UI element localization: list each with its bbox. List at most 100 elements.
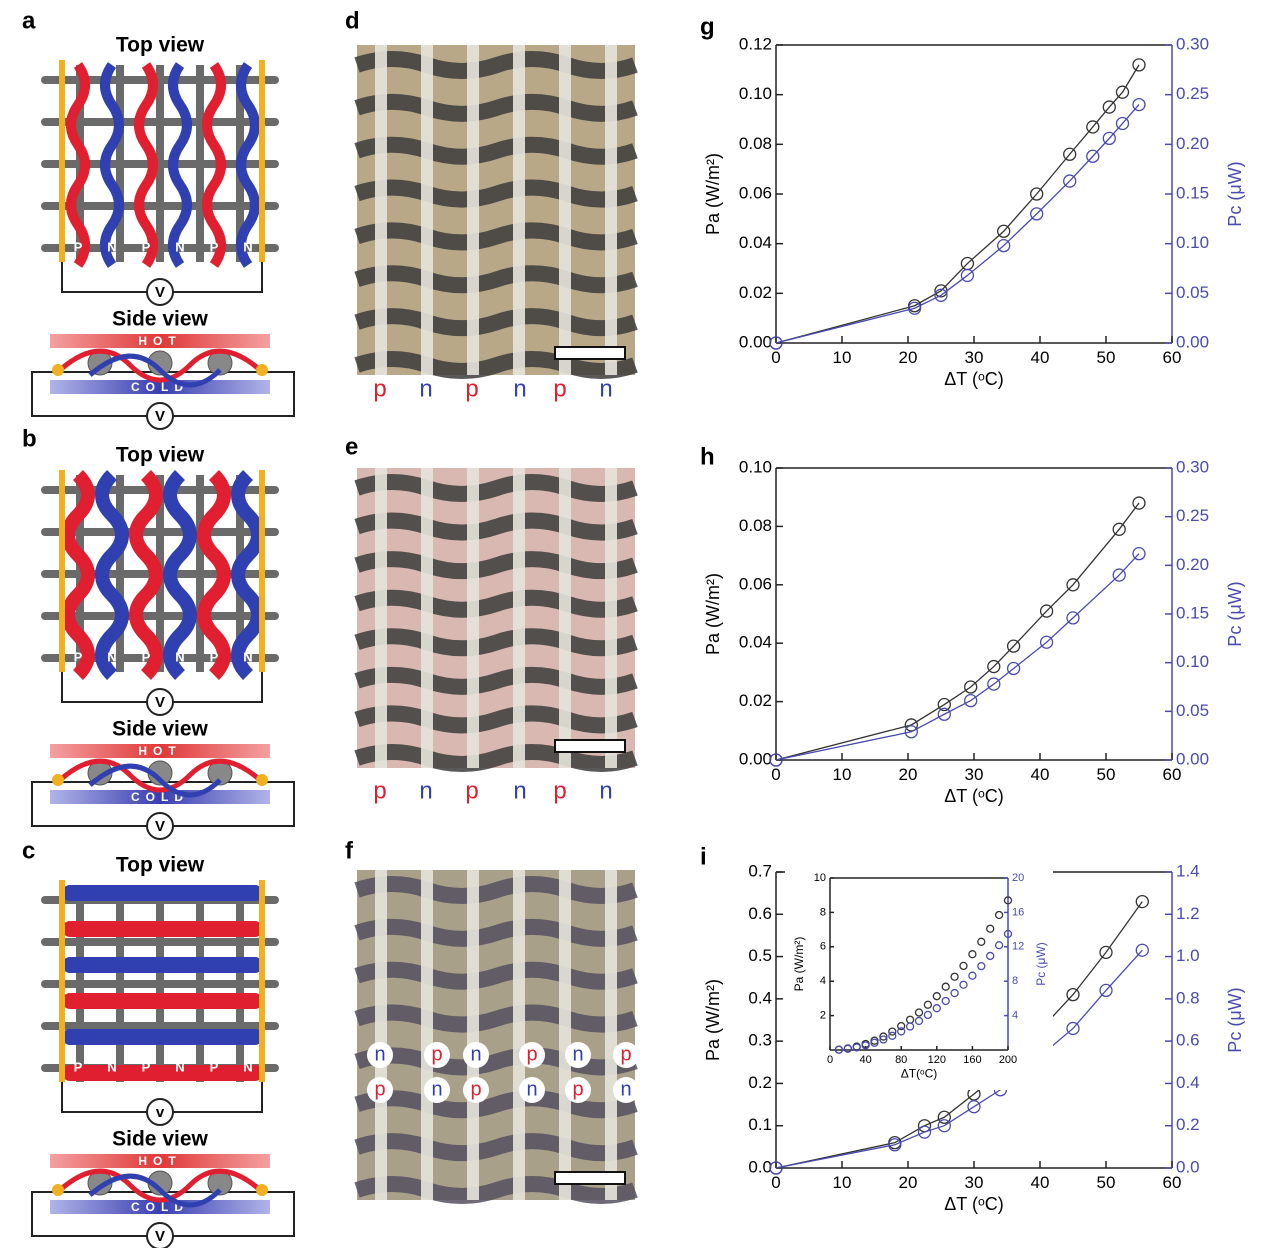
fit-line (776, 554, 1139, 760)
contact (256, 364, 268, 376)
y-axis-label: Pa (W/m²) (703, 979, 723, 1061)
top-view-title: Top view (116, 854, 205, 877)
voltmeter-label: v (156, 1104, 165, 1121)
y-tick-label: 0.04 (739, 233, 772, 252)
pn-label: N (175, 649, 184, 664)
pn-label: n (513, 375, 526, 402)
pn-label: P (142, 1059, 151, 1074)
y2-tick-label: 0.8 (1176, 988, 1200, 1007)
voltmeter-label: V (155, 694, 165, 711)
x-tick-label: 40 (1031, 765, 1050, 784)
pn-label: p (526, 1043, 537, 1065)
page: abcdefghiTop viewPNPNPNVSide viewHOTCOLD… (0, 0, 1263, 1248)
x-tick-label: 50 (1097, 1173, 1116, 1192)
pn-label: p (572, 1078, 583, 1100)
pn-label: p (431, 1043, 442, 1065)
pn-label: P (74, 1059, 83, 1074)
x-tick-label: 40 (1031, 1173, 1050, 1192)
y2-tick-label: 0.6 (1176, 1031, 1200, 1050)
photo-thread (605, 870, 617, 1200)
y2-tick-label: 0.0 (1176, 1157, 1200, 1176)
figure: abcdefghiTop viewPNPNPNVSide viewHOTCOLD… (0, 0, 1263, 1248)
y2-tick-label: 0.20 (1176, 134, 1209, 153)
y2-axis-label: Pc (μW) (1034, 942, 1048, 986)
voltmeter-label: V (155, 818, 165, 835)
x-tick-label: 50 (1097, 765, 1116, 784)
pn-label: P (74, 649, 83, 664)
pn-label: n (526, 1078, 537, 1100)
panel-label: f (345, 837, 354, 864)
panel-label: c (22, 837, 35, 864)
panel-label: h (700, 443, 715, 470)
photo-thread (513, 870, 525, 1200)
y-tick-label: 0.00 (739, 749, 772, 768)
pn-label: n (431, 1078, 442, 1100)
x-tick-label: 40 (859, 1054, 871, 1066)
x-tick-label: 30 (965, 1173, 984, 1192)
x-tick-label: 0 (771, 1173, 780, 1192)
y-tick-label: 0.12 (739, 34, 772, 53)
x-tick-label: 0 (827, 1054, 833, 1066)
voltmeter-label: V (155, 408, 165, 425)
photo-thread (421, 468, 433, 768)
y-tick-label: 0.04 (739, 633, 772, 652)
y-tick-label: 0.1 (748, 1115, 772, 1134)
y-tick-label: 0.2 (748, 1073, 772, 1092)
y2-tick-label: 0.30 (1176, 457, 1209, 476)
x-tick-label: 10 (833, 348, 852, 367)
y2-tick-label: 0.25 (1176, 506, 1209, 525)
top-view-title: Top view (116, 444, 205, 467)
pn-label: P (210, 1059, 219, 1074)
y-axis-label: Pa (W/m²) (703, 153, 723, 235)
y-tick-label: 0.0 (748, 1157, 772, 1176)
photo-thread (605, 45, 617, 375)
pn-label: N (175, 239, 184, 254)
x-tick-label: 30 (965, 348, 984, 367)
pn-label: N (175, 1059, 184, 1074)
photo-thread (559, 870, 571, 1200)
pn-label: P (210, 649, 219, 664)
pn-label: N (243, 649, 252, 664)
contact (256, 774, 268, 786)
top-view-title: Top view (116, 34, 205, 57)
y-tick-label: 0.10 (739, 457, 772, 476)
pn-label: n (599, 375, 612, 402)
y2-tick-label: 0.15 (1176, 603, 1209, 622)
y2-tick-label: 0.30 (1176, 34, 1209, 53)
x-tick-label: 20 (899, 348, 918, 367)
x-tick-label: 10 (833, 1173, 852, 1192)
voltmeter-label: V (155, 1228, 165, 1245)
photo-thread (559, 468, 571, 768)
panel-label: d (345, 7, 360, 34)
photo-thread (605, 468, 617, 768)
x-tick-label: 0 (771, 348, 780, 367)
side-view-title: Side view (112, 718, 208, 741)
side-view-title: Side view (112, 308, 208, 331)
pn-label: p (553, 375, 566, 402)
pn-label: n (374, 1043, 385, 1065)
y-tick-label: 8 (820, 906, 826, 918)
fit-line (776, 503, 1139, 760)
side-view-title: Side view (112, 1128, 208, 1151)
y2-tick-label: 8 (1012, 975, 1018, 987)
pn-label: n (572, 1043, 583, 1065)
y-tick-label: 0.08 (739, 134, 772, 153)
scale-bar (555, 740, 625, 752)
x-tick-label: 80 (895, 1054, 907, 1066)
panel-label: a (22, 7, 36, 34)
x-tick-label: 20 (899, 1173, 918, 1192)
pn-label: N (107, 649, 116, 664)
y-tick-label: 0.7 (748, 861, 772, 880)
y-axis-label: Pa (W/m²) (703, 573, 723, 655)
pn-label: n (419, 777, 432, 804)
pn-label: N (243, 1059, 252, 1074)
y-tick-label: 0.06 (739, 574, 772, 593)
pn-label: p (620, 1043, 631, 1065)
y2-tick-label: 16 (1012, 906, 1024, 918)
y-tick-label: 0.02 (739, 283, 772, 302)
y-tick-label: 0.5 (748, 946, 772, 965)
y2-axis-label: Pc (μW) (1225, 987, 1245, 1052)
pn-label: p (373, 777, 386, 804)
scale-bar (555, 347, 625, 359)
y2-tick-label: 0.25 (1176, 84, 1209, 103)
